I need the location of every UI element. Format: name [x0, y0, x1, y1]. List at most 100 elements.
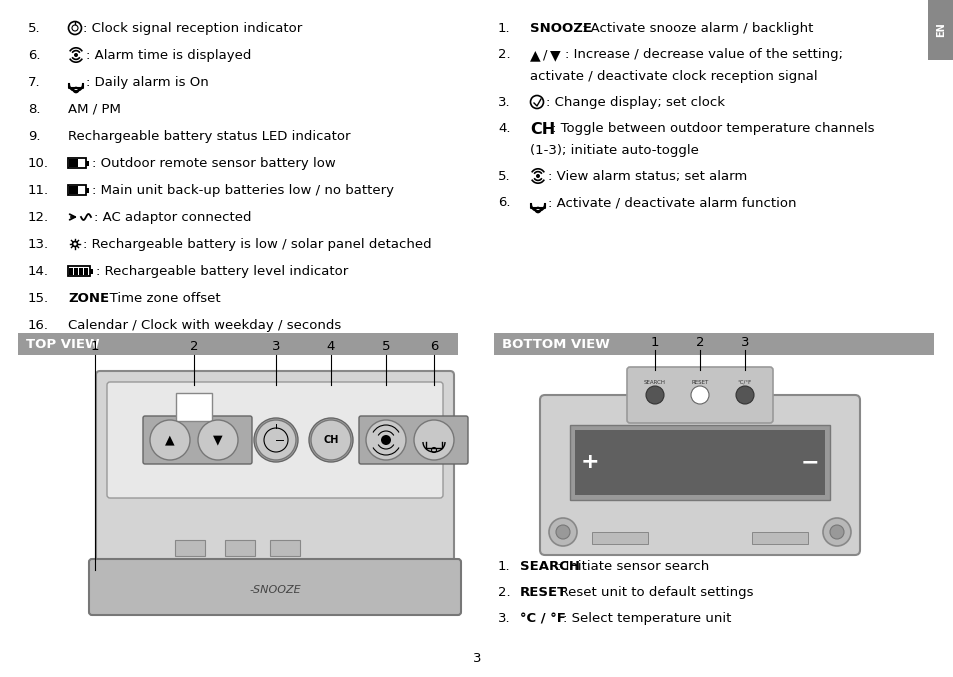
FancyBboxPatch shape: [96, 371, 454, 574]
Text: 4: 4: [327, 341, 335, 353]
Circle shape: [822, 518, 850, 546]
Bar: [74, 267, 78, 274]
Bar: [225, 540, 254, 556]
Text: 13.: 13.: [28, 238, 49, 251]
Text: ▼: ▼: [213, 433, 223, 447]
Bar: [569, 425, 829, 500]
Text: CH: CH: [530, 122, 555, 137]
Text: RESET: RESET: [519, 586, 567, 599]
Bar: [68, 158, 86, 168]
Bar: [68, 185, 86, 195]
Text: 9.: 9.: [28, 130, 40, 143]
Text: 1: 1: [650, 336, 659, 349]
Circle shape: [198, 420, 237, 460]
Circle shape: [380, 435, 391, 445]
Text: ▲: ▲: [530, 48, 540, 62]
Circle shape: [690, 386, 708, 404]
Bar: [69, 159, 78, 167]
Text: SEARCH: SEARCH: [643, 380, 665, 385]
Text: : Reset unit to default settings: : Reset unit to default settings: [551, 586, 753, 599]
Circle shape: [548, 518, 577, 546]
Text: ▼: ▼: [550, 48, 560, 62]
Text: 1: 1: [91, 341, 99, 353]
Bar: [751, 532, 807, 544]
Text: : Change display; set clock: : Change display; set clock: [545, 96, 724, 109]
Text: : View alarm status; set alarm: : View alarm status; set alarm: [547, 170, 746, 183]
Bar: [592, 532, 647, 544]
Text: ▲: ▲: [165, 433, 174, 447]
FancyBboxPatch shape: [358, 416, 468, 464]
Bar: [174, 540, 205, 556]
Text: -SNOOZE: -SNOOZE: [249, 585, 300, 595]
Text: TOP VIEW: TOP VIEW: [26, 338, 99, 351]
Text: 3.: 3.: [497, 96, 510, 109]
Text: activate / deactivate clock reception signal: activate / deactivate clock reception si…: [530, 70, 817, 83]
Text: : Time zone offset: : Time zone offset: [101, 292, 220, 305]
Text: : Toggle between outdoor temperature channels: : Toggle between outdoor temperature cha…: [552, 122, 874, 135]
Circle shape: [311, 420, 351, 460]
Text: 16.: 16.: [28, 319, 49, 332]
Text: −: −: [800, 452, 819, 472]
Text: 2: 2: [190, 341, 198, 353]
Text: 10.: 10.: [28, 157, 49, 170]
Text: CH: CH: [323, 435, 338, 445]
Circle shape: [309, 418, 353, 462]
Text: : Rechargeable battery is low / solar panel detached: : Rechargeable battery is low / solar pa…: [83, 238, 431, 251]
Circle shape: [255, 420, 295, 460]
Text: : AC adaptor connected: : AC adaptor connected: [94, 211, 252, 224]
Bar: [175, 393, 212, 421]
Text: 5.: 5.: [497, 170, 510, 183]
Text: RESET: RESET: [691, 380, 708, 385]
Bar: [575, 430, 824, 495]
Text: Calendar / Clock with weekday / seconds: Calendar / Clock with weekday / seconds: [68, 319, 341, 332]
Text: °C / °F: °C / °F: [519, 612, 565, 625]
Text: : Activate snooze alarm / backlight: : Activate snooze alarm / backlight: [581, 22, 813, 35]
Text: ZONE: ZONE: [68, 292, 109, 305]
Text: (1-3); initiate auto-toggle: (1-3); initiate auto-toggle: [530, 144, 699, 157]
Circle shape: [735, 386, 753, 404]
Circle shape: [150, 420, 190, 460]
Text: 12.: 12.: [28, 211, 49, 224]
Text: 3: 3: [740, 336, 748, 349]
Text: 3.: 3.: [497, 612, 510, 625]
Bar: [70, 267, 73, 274]
Text: 4.: 4.: [497, 122, 510, 135]
Text: : Increase / decrease value of the setting;: : Increase / decrease value of the setti…: [564, 48, 842, 61]
Text: 5.: 5.: [28, 22, 41, 35]
Text: 3: 3: [272, 341, 280, 353]
FancyBboxPatch shape: [539, 395, 859, 555]
Text: 2.: 2.: [497, 586, 510, 599]
Text: : Select temperature unit: : Select temperature unit: [563, 612, 731, 625]
Circle shape: [645, 386, 663, 404]
Text: : Rechargeable battery level indicator: : Rechargeable battery level indicator: [96, 265, 348, 278]
FancyBboxPatch shape: [626, 367, 772, 423]
Text: : Outdoor remote sensor battery low: : Outdoor remote sensor battery low: [91, 157, 335, 170]
Circle shape: [556, 525, 569, 539]
FancyBboxPatch shape: [107, 382, 442, 498]
Bar: [90, 269, 92, 274]
Circle shape: [253, 418, 297, 462]
Text: : Clock signal reception indicator: : Clock signal reception indicator: [83, 22, 302, 35]
Text: 6: 6: [430, 341, 437, 353]
Text: 1.: 1.: [497, 22, 510, 35]
Text: 1.: 1.: [497, 560, 510, 573]
Bar: [79, 267, 83, 274]
Text: SEARCH: SEARCH: [519, 560, 579, 573]
Text: 6.: 6.: [28, 49, 40, 62]
Text: BOTTOM VIEW: BOTTOM VIEW: [501, 338, 609, 351]
Text: 2: 2: [695, 336, 703, 349]
Text: /: /: [542, 48, 547, 61]
Bar: [270, 540, 299, 556]
Bar: [927, 0, 953, 60]
Text: +: +: [580, 452, 598, 472]
Text: : Initiate sensor search: : Initiate sensor search: [557, 560, 709, 573]
Circle shape: [829, 525, 843, 539]
Bar: [68, 266, 90, 276]
Bar: [18, 333, 457, 355]
Text: 8.: 8.: [28, 103, 40, 116]
Text: : Main unit back-up batteries low / no battery: : Main unit back-up batteries low / no b…: [91, 184, 394, 197]
Bar: [86, 188, 89, 193]
Text: EN: EN: [935, 22, 945, 37]
Bar: [69, 186, 78, 194]
Text: : Alarm time is displayed: : Alarm time is displayed: [86, 49, 251, 62]
